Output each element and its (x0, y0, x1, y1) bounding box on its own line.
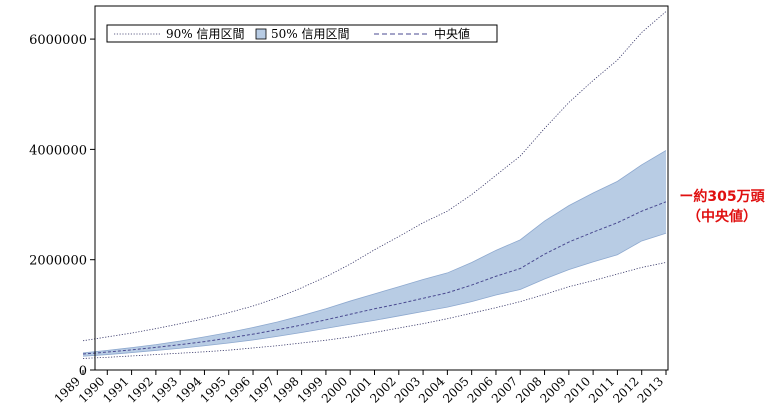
legend-median-label: 中央値 (434, 26, 470, 41)
x-tick-label: 2006 (465, 374, 496, 405)
ci90-upper-line (82, 11, 667, 342)
plot-frame (94, 5, 669, 371)
x-tick-label: 1997 (246, 374, 277, 405)
annotation-value: ー約305万頭 (679, 189, 765, 205)
ci50-band (83, 150, 666, 357)
legend-ci90-label: 90% 信用区間 (166, 27, 245, 41)
x-tick-label: 1991 (100, 374, 131, 405)
x-tick-label: 2001 (343, 374, 374, 405)
legend-box (106, 24, 498, 43)
x-tick-label: 1999 (295, 374, 326, 405)
x-tick-label: 2002 (367, 374, 398, 405)
x-tick-label: 2011 (586, 374, 617, 405)
y-tick-label: 6000000 (29, 33, 87, 48)
x-tick-label: 1995 (197, 374, 228, 405)
x-tick-label: 2012 (610, 374, 641, 405)
x-tick-label: 2008 (513, 374, 544, 405)
legend-ci50-label: 50% 信用区間 (271, 27, 350, 41)
x-tick-label: 2009 (537, 374, 568, 405)
legend-ci50-swatch (255, 28, 267, 40)
x-tick-label: 2007 (489, 374, 520, 405)
y-tick-label: 4000000 (29, 143, 87, 158)
x-tick-label: 2000 (319, 374, 350, 405)
x-tick-label: 2003 (392, 374, 423, 405)
x-tick-label: 1992 (124, 374, 155, 405)
median-line (82, 201, 667, 355)
annotation-note: （中央値） (687, 209, 757, 225)
ci50-lower-edge (82, 232, 667, 357)
y-tick-label: 2000000 (29, 254, 87, 269)
x-tick-label: 1994 (173, 374, 205, 406)
x-tick-label: 1998 (270, 374, 301, 405)
plot-area: 0200000040000006000000198919901991199219… (29, 5, 669, 406)
x-tick-label: 1996 (222, 374, 253, 405)
x-tick-label: 1993 (149, 374, 180, 405)
x-tick-label: 2004 (416, 374, 448, 406)
x-tick-label: 2005 (440, 374, 471, 405)
ci50-upper-edge (82, 150, 667, 354)
median-annotation: ー約305万頭 （中央値） (672, 187, 772, 227)
x-tick-label: 2010 (562, 374, 593, 405)
x-tick-label: 2013 (635, 374, 666, 405)
